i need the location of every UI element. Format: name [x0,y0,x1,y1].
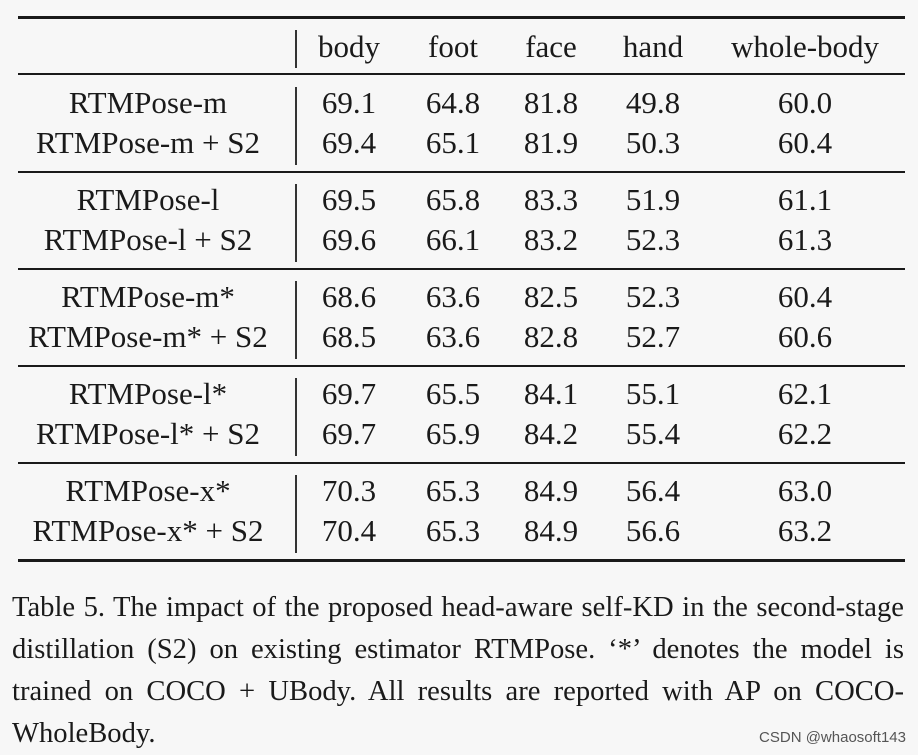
value-cell-whole-body: 62.2 [777,416,833,451]
value-cell-whole-body: 61.3 [777,222,833,257]
method-cell: RTMPose-m* [61,279,235,314]
value-cell-foot: 65.3 [425,473,481,508]
value-cell-whole-body: 60.4 [777,279,833,314]
value-cell-face: 81.8 [523,85,579,120]
value-cell-hand: 56.6 [625,513,681,548]
value-cell-foot: 66.1 [425,222,481,257]
value-cell-hand: 52.3 [625,222,681,257]
method-cell: RTMPose-x* + S2 [32,513,264,548]
value-cell-whole-body: 63.0 [777,473,833,508]
column-header-body: body [318,29,380,64]
method-cell: RTMPose-l + S2 [43,222,253,257]
value-cell-hand: 55.4 [625,416,681,451]
table-top-rule [18,16,905,19]
method-cell: RTMPose-m [68,85,228,120]
header-rule [18,73,905,75]
value-cell-body: 69.6 [321,222,377,257]
value-cell-body: 69.4 [321,125,377,160]
value-cell-foot: 63.6 [425,319,481,354]
group-vertical-rule [295,378,297,456]
value-cell-face: 81.9 [523,125,579,160]
value-cell-face: 83.2 [523,222,579,257]
method-cell: RTMPose-l* [68,376,228,411]
value-cell-body: 69.5 [321,182,377,217]
value-cell-hand: 51.9 [625,182,681,217]
value-cell-foot: 65.5 [425,376,481,411]
value-cell-hand: 52.7 [625,319,681,354]
value-cell-hand: 49.8 [625,85,681,120]
table-bottom-rule [18,559,905,562]
value-cell-face: 84.2 [523,416,579,451]
value-cell-foot: 63.6 [425,279,481,314]
value-cell-body: 70.4 [321,513,377,548]
method-cell: RTMPose-l* + S2 [35,416,261,451]
value-cell-foot: 65.3 [425,513,481,548]
value-cell-whole-body: 60.0 [777,85,833,120]
value-cell-face: 84.1 [523,376,579,411]
value-cell-foot: 65.9 [425,416,481,451]
value-cell-face: 84.9 [523,473,579,508]
value-cell-whole-body: 62.1 [777,376,833,411]
group-separator-rule [18,462,905,464]
method-cell: RTMPose-x* [65,473,231,508]
method-cell: RTMPose-l [76,182,220,217]
group-vertical-rule [295,281,297,359]
value-cell-face: 82.8 [523,319,579,354]
group-separator-rule [18,171,905,173]
watermark: CSDN @whaosoft143 [759,729,906,746]
value-cell-body: 70.3 [321,473,377,508]
value-cell-body: 68.5 [321,319,377,354]
header-vertical-rule [295,30,297,68]
group-vertical-rule [295,475,297,553]
value-cell-foot: 65.1 [425,125,481,160]
value-cell-hand: 52.3 [625,279,681,314]
column-header-whole-body: whole-body [730,29,880,64]
value-cell-foot: 65.8 [425,182,481,217]
method-cell: RTMPose-m* + S2 [28,319,268,354]
value-cell-body: 69.1 [321,85,377,120]
value-cell-body: 69.7 [321,416,377,451]
value-cell-whole-body: 63.2 [777,513,833,548]
value-cell-hand: 50.3 [625,125,681,160]
method-cell: RTMPose-m + S2 [35,125,261,160]
group-vertical-rule [295,184,297,262]
column-header-face: face [525,29,577,64]
value-cell-hand: 56.4 [625,473,681,508]
column-header-hand: hand [622,29,684,64]
value-cell-body: 68.6 [321,279,377,314]
table-caption: Table 5. The impact of the proposed head… [12,592,904,749]
value-cell-face: 83.3 [523,182,579,217]
column-header-foot: foot [428,29,478,64]
value-cell-whole-body: 60.6 [777,319,833,354]
value-cell-face: 82.5 [523,279,579,314]
value-cell-whole-body: 61.1 [777,182,833,217]
value-cell-whole-body: 60.4 [777,125,833,160]
value-cell-face: 84.9 [523,513,579,548]
value-cell-foot: 64.8 [425,85,481,120]
group-separator-rule [18,268,905,270]
group-separator-rule [18,365,905,367]
group-vertical-rule [295,87,297,165]
value-cell-hand: 55.1 [625,376,681,411]
value-cell-body: 69.7 [321,376,377,411]
